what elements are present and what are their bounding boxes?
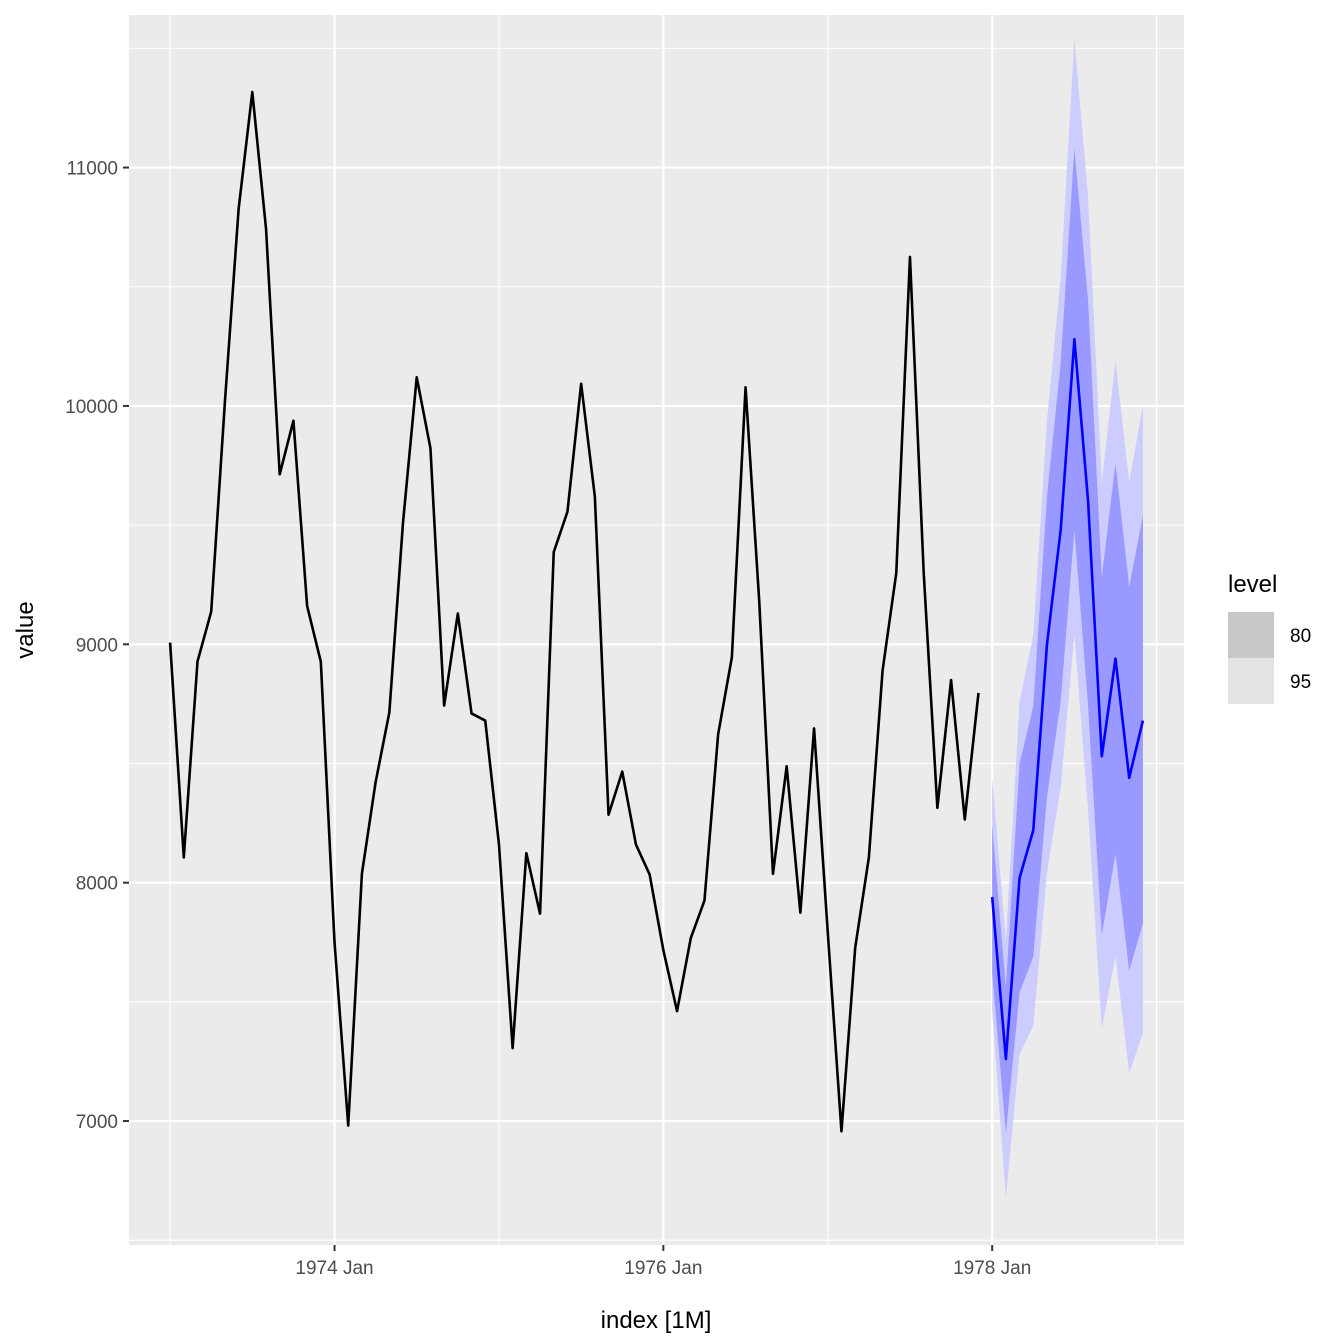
- y-axis-tick-labels: 7000 8000 9000 10000 11000: [65, 159, 118, 1133]
- x-axis-title: index [1M]: [601, 1307, 712, 1334]
- legend-label-80: 80: [1290, 626, 1311, 647]
- major-gridlines: [129, 15, 1184, 1245]
- x-tick-label: 1974 Jan: [295, 1258, 373, 1279]
- x-axis-tick-labels: 1974 Jan 1976 Jan 1978 Jan: [295, 1258, 1031, 1279]
- legend-key-80: [1228, 612, 1274, 658]
- y-tick-label: 11000: [67, 159, 118, 180]
- y-tick-label: 8000: [76, 874, 118, 895]
- legend-key-95: [1228, 658, 1274, 704]
- x-tick-label: 1976 Jan: [624, 1258, 702, 1279]
- forecast-intervals: [992, 38, 1143, 1198]
- series-lines: [168, 90, 1145, 1133]
- legend-title: level: [1228, 571, 1277, 598]
- plot-panel: [129, 15, 1184, 1245]
- history-line: [168, 90, 980, 1133]
- y-tick-label: 7000: [76, 1112, 118, 1133]
- y-tick-label: 9000: [76, 635, 118, 656]
- legend-label-95: 95: [1290, 672, 1311, 693]
- x-tick-label: 1978 Jan: [953, 1258, 1031, 1279]
- y-axis-title: value: [12, 601, 39, 658]
- forecast-mean-line: [990, 337, 1145, 1061]
- axis-ticks: [123, 166, 994, 1251]
- legend: level 80 95: [1228, 571, 1311, 704]
- y-tick-label: 10000: [65, 397, 118, 418]
- interval-80-band: [992, 148, 1143, 1133]
- minor-gridlines: [129, 15, 1184, 1245]
